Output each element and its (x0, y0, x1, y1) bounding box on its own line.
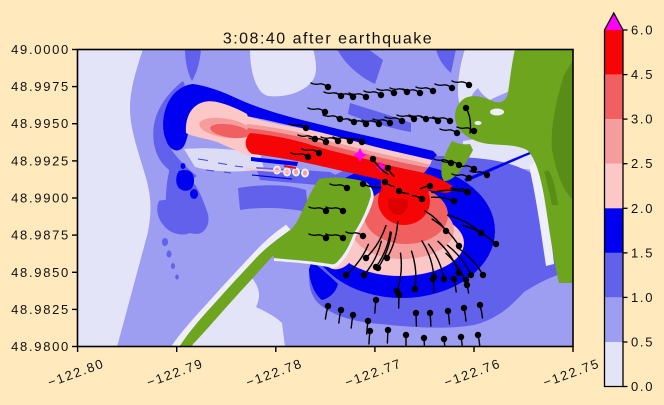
svg-text:49.0000: 49.0000 (11, 42, 70, 57)
svg-text:1.5: 1.5 (631, 245, 654, 260)
svg-text:0.5: 0.5 (631, 335, 654, 350)
svg-text:3.0: 3.0 (631, 112, 654, 127)
svg-text:48.9875: 48.9875 (11, 228, 70, 243)
svg-text:48.9825: 48.9825 (11, 302, 70, 317)
svg-text:0.0: 0.0 (631, 379, 654, 394)
svg-text:48.9975: 48.9975 (11, 79, 70, 94)
svg-text:48.9950: 48.9950 (11, 116, 70, 131)
svg-text:48.9925: 48.9925 (11, 153, 70, 168)
svg-text:48.9900: 48.9900 (11, 191, 70, 206)
svg-text:2.0: 2.0 (631, 201, 654, 216)
svg-text:1.0: 1.0 (631, 290, 654, 305)
svg-text:48.9850: 48.9850 (11, 265, 70, 280)
svg-text:6.0: 6.0 (631, 23, 654, 38)
svg-text:4.5: 4.5 (631, 67, 654, 82)
svg-text:3:08:40 after earthquake: 3:08:40 after earthquake (223, 31, 433, 48)
svg-text:2.5: 2.5 (631, 156, 654, 171)
svg-text:48.9800: 48.9800 (11, 339, 70, 354)
